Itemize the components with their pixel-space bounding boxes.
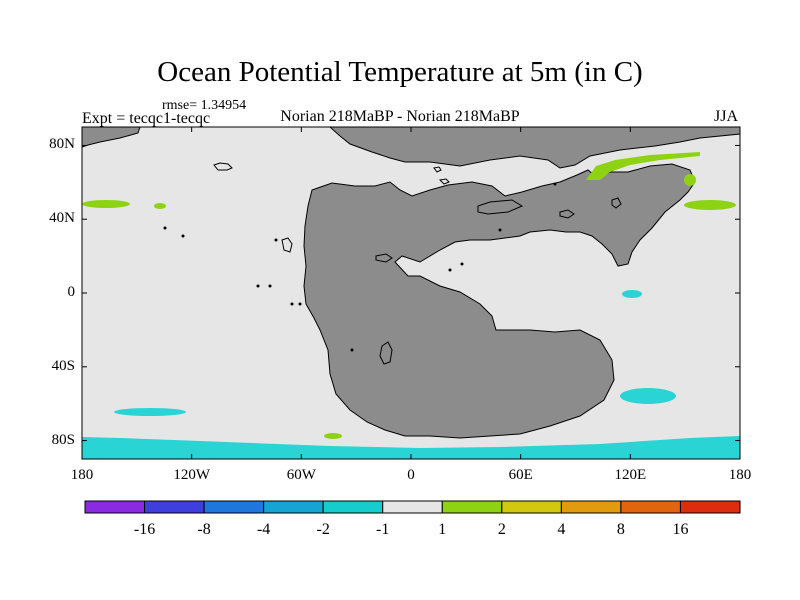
x-tick-label: 60E xyxy=(508,467,533,483)
island-8 xyxy=(559,209,575,219)
land-group xyxy=(81,126,741,439)
islet xyxy=(350,348,354,352)
colorbar-swatch xyxy=(560,500,622,514)
patch-antarctic-band xyxy=(82,436,740,459)
colorbar-label: -8 xyxy=(197,521,211,538)
islet xyxy=(181,234,185,238)
islet xyxy=(460,262,464,266)
island-dots xyxy=(163,182,557,352)
colorbar-label: 16 xyxy=(672,521,689,538)
experiment-label: Expt = tecqc1-tecqc xyxy=(82,110,211,127)
islet xyxy=(498,228,502,232)
colorbar-label: 2 xyxy=(497,521,506,538)
comparison-label: Norian 218MaBP - Norian 218MaBP xyxy=(280,108,520,125)
colorbar-label: -2 xyxy=(316,521,330,538)
island-9 xyxy=(611,197,622,209)
island-7 xyxy=(375,253,393,263)
islet xyxy=(298,302,302,306)
y-tick-label: 80S xyxy=(51,431,75,448)
x-tick-label: 0 xyxy=(407,467,415,483)
y-tick-label: 40S xyxy=(51,357,75,374)
islet xyxy=(268,284,272,288)
island-6 xyxy=(379,341,393,365)
patch-south-warm xyxy=(324,433,342,439)
season-label: JJA xyxy=(714,108,739,125)
islet xyxy=(290,302,294,306)
coastline-contours xyxy=(213,162,622,365)
y-tick-label: 40N xyxy=(49,210,75,227)
axis-ticks xyxy=(81,127,741,459)
island-1 xyxy=(213,162,233,171)
island-5 xyxy=(281,237,293,253)
x-tick-label: 60W xyxy=(286,467,316,483)
plot-title: Ocean Potential Temperature at 5m (in C) xyxy=(157,56,643,88)
patch-equator-cool xyxy=(622,290,642,298)
colorbar-swatch xyxy=(441,500,503,514)
y-tick-label: 80N xyxy=(49,136,75,153)
islet xyxy=(256,284,260,288)
colorbar-swatch xyxy=(322,500,384,514)
islet xyxy=(553,182,557,186)
colorbar-swatch xyxy=(263,500,324,514)
land-polar-north-west xyxy=(81,126,141,148)
colorbar-swatch xyxy=(679,500,741,514)
patch-arctic-warm xyxy=(586,152,700,180)
colorbar-swatch xyxy=(84,500,146,514)
x-tick-label: 120W xyxy=(173,467,210,483)
island-3 xyxy=(438,178,450,185)
patch-nw-warm xyxy=(82,200,130,208)
colorbar-label: -4 xyxy=(256,521,271,538)
x-tick-label: 180 xyxy=(728,467,752,483)
colorbar-swatch xyxy=(382,500,443,514)
islet xyxy=(274,238,278,242)
islet xyxy=(448,268,452,272)
patch-south-pacific-cool xyxy=(114,408,186,416)
patch-ne-warm-2 xyxy=(684,174,696,186)
colorbar-swatch xyxy=(144,500,205,514)
patch-nw-warm-2 xyxy=(154,203,166,209)
colorbar xyxy=(84,500,741,514)
x-tick-label: 180 xyxy=(70,467,94,483)
negative-anomaly-patches xyxy=(82,290,740,459)
x-tick-label: 120E xyxy=(614,467,647,483)
colorbar-swatch xyxy=(203,500,265,514)
patch-south-tethys-cool xyxy=(620,388,676,404)
land-north-arctic-strip xyxy=(328,126,741,169)
land-pangaea xyxy=(303,163,696,439)
colorbar-swatch xyxy=(501,500,562,514)
rmse-label: rmse= 1.34954 xyxy=(162,98,247,113)
island-4 xyxy=(477,199,524,215)
islet xyxy=(163,226,167,230)
positive-anomaly-patches xyxy=(82,152,736,439)
colorbar-label: 1 xyxy=(438,521,447,538)
colorbar-label: -1 xyxy=(376,521,390,538)
colorbar-label: -16 xyxy=(133,521,156,538)
colorbar-swatch xyxy=(620,500,681,514)
patch-ne-warm xyxy=(684,200,736,210)
colorbar-label: 4 xyxy=(557,521,566,538)
y-tick-label: 0 xyxy=(67,284,76,300)
colorbar-label: 8 xyxy=(616,521,625,538)
island-2 xyxy=(433,166,442,173)
